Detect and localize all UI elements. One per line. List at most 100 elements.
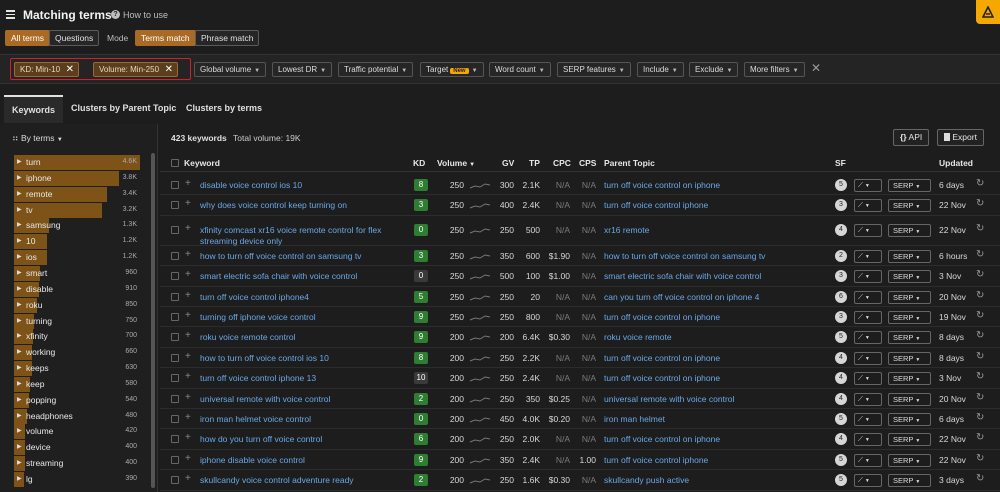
keyword-link[interactable]: how do you turn off voice control	[200, 434, 323, 445]
sidebar-term-item[interactable]: ▶ roku 850	[14, 297, 140, 313]
serp-dropdown-button[interactable]: SERP ▼	[888, 270, 931, 284]
serp-dropdown-button[interactable]: SERP ▼	[888, 474, 931, 488]
trend-chart-button[interactable]: ⟋ ▼	[854, 453, 882, 467]
refresh-icon[interactable]: ↻	[976, 371, 985, 383]
add-to-list-icon[interactable]: +	[185, 198, 191, 210]
refresh-icon[interactable]: ↻	[976, 248, 985, 260]
sidebar-term-item[interactable]: ▶ 10 1.2K	[14, 234, 140, 250]
row-checkbox[interactable]	[171, 272, 179, 281]
keyword-link[interactable]: why does voice control keep turning on	[200, 200, 347, 211]
trend-chart-button[interactable]: ⟋ ▼	[854, 433, 882, 447]
refresh-icon[interactable]: ↻	[976, 452, 985, 464]
keyword-link[interactable]: universal remote with voice control	[200, 393, 331, 404]
refresh-icon[interactable]: ↻	[976, 432, 985, 444]
keyword-link[interactable]: how to turn off voice control on samsung…	[200, 250, 362, 261]
col-kd[interactable]: KD	[413, 158, 426, 168]
include-filter[interactable]: Include ▼	[637, 62, 684, 77]
traffic-potential-filter[interactable]: Traffic potential ▼	[338, 62, 414, 77]
phrase-match-button[interactable]: Phrase match	[195, 30, 260, 46]
serp-features-count[interactable]: 5	[835, 453, 847, 466]
parent-topic-link[interactable]: turn off voice control on iphone	[604, 352, 721, 363]
col-updated[interactable]: Updated	[939, 158, 973, 168]
sidebar-term-item[interactable]: ▶ streaming 400	[14, 456, 140, 472]
serp-dropdown-button[interactable]: SERP ▼	[888, 199, 931, 213]
add-to-list-icon[interactable]: +	[185, 222, 191, 234]
tab-clusters-by-terms[interactable]: Clusters by terms	[186, 103, 263, 113]
refresh-icon[interactable]: ↻	[976, 198, 985, 210]
add-to-list-icon[interactable]: +	[185, 432, 191, 444]
keyword-link[interactable]: disable voice control ios 10	[200, 180, 303, 190]
serp-features-count[interactable]: 5	[835, 331, 847, 344]
all-terms-button[interactable]: All terms	[5, 30, 51, 46]
word-count-filter[interactable]: Word count ▼	[489, 62, 551, 77]
serp-dropdown-button[interactable]: SERP ▼	[888, 249, 931, 263]
sidebar-term-item[interactable]: ▶ turning 750	[14, 313, 140, 329]
sidebar-term-item[interactable]: ▶ remote 3.4K	[14, 186, 140, 202]
col-tp[interactable]: TP	[529, 158, 540, 168]
serp-dropdown-button[interactable]: SERP ▼	[888, 331, 931, 345]
trend-chart-button[interactable]: ⟋ ▼	[854, 179, 882, 192]
add-to-list-icon[interactable]: +	[185, 391, 191, 403]
row-checkbox[interactable]	[171, 353, 179, 362]
serp-features-count[interactable]: 5	[835, 474, 847, 487]
sidebar-term-item[interactable]: ▶ working 660	[14, 345, 140, 361]
trend-chart-button[interactable]: ⟋ ▼	[854, 392, 882, 406]
col-sf[interactable]: SF	[835, 158, 846, 168]
keyword-link[interactable]: xfinity comcast xr16 voice remote contro…	[200, 224, 382, 246]
global-volume-filter[interactable]: Global volume ▼	[194, 62, 267, 77]
refresh-icon[interactable]: ↻	[976, 350, 985, 362]
sidebar-term-item[interactable]: ▶ ios 1.2K	[14, 250, 140, 266]
trend-chart-button[interactable]: ⟋ ▼	[854, 351, 882, 365]
parent-topic-link[interactable]: turn off voice control iphone	[604, 200, 709, 211]
lowest-dr-filter[interactable]: Lowest DR ▼	[272, 62, 333, 77]
sidebar-term-item[interactable]: ▶ headphones 480	[14, 408, 140, 424]
keyword-link[interactable]: how to turn off voice control ios 10	[200, 352, 329, 363]
add-to-list-icon[interactable]: +	[185, 350, 191, 362]
row-checkbox[interactable]	[171, 455, 179, 464]
tab-clusters-by-parent-topic[interactable]: Clusters by Parent Topic	[71, 103, 177, 113]
trend-chart-button[interactable]: ⟋ ▼	[854, 270, 882, 284]
parent-topic-link[interactable]: turn off voice control iphone	[604, 454, 709, 465]
how-to-use-link[interactable]: How to use	[123, 10, 169, 20]
help-icon[interactable]: ?	[111, 10, 120, 19]
sidebar-term-item[interactable]: ▶ samsung 1.3K	[14, 218, 140, 234]
parent-topic-link[interactable]: how to turn off voice control on samsung…	[604, 250, 766, 261]
serp-features-count[interactable]: 3	[835, 311, 847, 323]
keyword-link[interactable]: turn off voice control iphone 13	[200, 373, 317, 384]
serp-dropdown-button[interactable]: SERP ▼	[888, 392, 931, 406]
serp-features-filter[interactable]: SERP features ▼	[557, 62, 631, 77]
row-checkbox[interactable]	[171, 251, 179, 260]
remove-kd-filter-icon[interactable]: ✕	[65, 64, 75, 75]
row-checkbox[interactable]	[171, 225, 179, 234]
parent-topic-link[interactable]: smart electric sofa chair with voice con…	[604, 271, 762, 282]
serp-features-count[interactable]: 4	[835, 392, 847, 405]
row-checkbox[interactable]	[171, 476, 179, 485]
parent-topic-link[interactable]: turn off voice control on iphone	[604, 434, 721, 445]
clear-filters-icon[interactable]: ✕	[811, 61, 822, 75]
row-checkbox[interactable]	[171, 435, 179, 444]
serp-features-count[interactable]: 4	[835, 351, 847, 364]
parent-topic-link[interactable]: iron man helmet	[604, 414, 665, 424]
row-checkbox[interactable]	[171, 374, 179, 383]
sidebar-term-item[interactable]: ▶ popping 540	[14, 392, 140, 408]
serp-dropdown-button[interactable]: SERP ▼	[888, 290, 931, 304]
parent-topic-link[interactable]: universal remote with voice control	[604, 393, 735, 404]
add-to-list-icon[interactable]: +	[185, 248, 191, 260]
serp-features-count[interactable]: 3	[835, 199, 847, 212]
sidebar-term-item[interactable]: ▶ smart 960	[14, 265, 140, 281]
serp-features-count[interactable]: 6	[835, 290, 847, 303]
trend-chart-button[interactable]: ⟋ ▼	[854, 311, 882, 324]
trend-chart-button[interactable]: ⟋ ▼	[854, 199, 882, 213]
row-checkbox[interactable]	[171, 415, 179, 423]
sidebar-term-item[interactable]: ▶ device 400	[14, 440, 140, 456]
parent-topic-link[interactable]: turn off voice control on iphone	[604, 180, 721, 190]
row-checkbox[interactable]	[171, 292, 179, 301]
row-checkbox[interactable]	[171, 394, 179, 403]
remove-volume-filter-icon[interactable]: ✕	[164, 64, 174, 75]
serp-dropdown-button[interactable]: SERP ▼	[888, 311, 931, 324]
parent-topic-link[interactable]: skullcandy push active	[604, 475, 690, 486]
refresh-icon[interactable]: ↻	[976, 391, 985, 403]
more-filters-button[interactable]: More filters ▼	[744, 62, 805, 77]
add-to-list-icon[interactable]: +	[185, 269, 191, 281]
trend-chart-button[interactable]: ⟋ ▼	[854, 223, 882, 237]
